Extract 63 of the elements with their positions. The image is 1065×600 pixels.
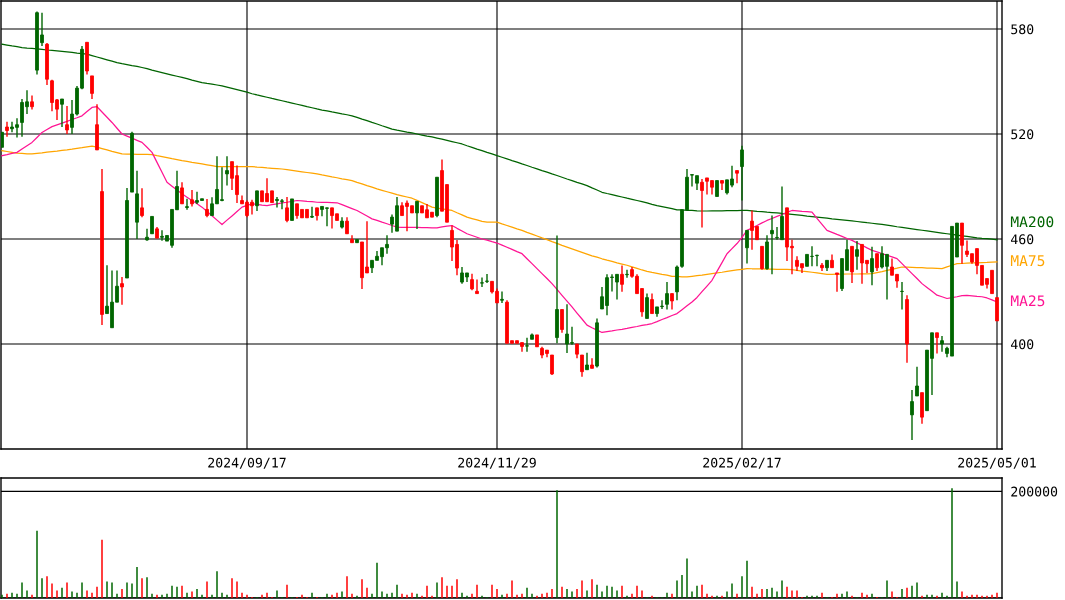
candlestick <box>180 181 184 205</box>
y-tick-label: 400 <box>1010 339 1034 350</box>
candlestick <box>485 273 489 284</box>
line-series <box>1 106 998 334</box>
series-label: MA75 <box>1010 255 1045 267</box>
candlestick <box>745 229 749 265</box>
line-series <box>1 145 998 278</box>
candlestick <box>500 290 504 304</box>
x-tick-label: 2024/11/29 <box>458 457 536 469</box>
x-tick-label: 2025/02/17 <box>703 457 781 469</box>
candlestick <box>645 292 649 320</box>
candlestick <box>940 335 944 353</box>
candlestick <box>185 198 189 211</box>
candlestick <box>415 200 419 230</box>
candlestick <box>120 276 124 306</box>
candlestick <box>960 222 964 265</box>
candlestick <box>60 98 64 128</box>
candlestick <box>815 254 819 267</box>
y-tick-label: 520 <box>1011 129 1034 140</box>
candlestick <box>735 169 739 184</box>
candlestick <box>550 354 554 376</box>
candlestick <box>665 281 669 311</box>
candlestick <box>480 276 484 288</box>
candlestick <box>740 145 744 202</box>
candlestick <box>870 246 874 286</box>
candlestick <box>720 179 724 191</box>
candlestick <box>525 337 529 353</box>
candlestick <box>475 278 479 295</box>
y-tick-label: 460 <box>1010 234 1034 245</box>
candlestick <box>585 352 589 371</box>
candlestick <box>65 105 69 135</box>
y-tick-label: 200000 <box>1011 486 1058 497</box>
y-tick-label: 580 <box>1011 24 1034 35</box>
candlestick <box>560 308 564 334</box>
x-tick-label: 2024/09/17 <box>208 457 286 469</box>
candlestick <box>625 268 629 279</box>
candlestick <box>145 228 149 242</box>
candlestick <box>760 245 764 271</box>
candlestick <box>225 155 229 187</box>
candlestick <box>5 121 9 138</box>
candlestick <box>835 272 839 293</box>
series-label: MA200 <box>1010 216 1054 228</box>
candlestick <box>140 187 144 218</box>
candlestick <box>310 205 314 219</box>
candlestick <box>620 264 624 293</box>
candlestick <box>650 292 654 315</box>
candlestick <box>205 198 209 218</box>
candlestick <box>700 178 704 229</box>
candlestick <box>915 366 919 397</box>
candlestick <box>995 296 999 322</box>
candlestick <box>255 190 259 212</box>
candlestick <box>900 281 904 311</box>
candlestick <box>190 189 194 208</box>
candlestick <box>855 240 859 271</box>
candlestick <box>820 262 824 272</box>
x-tick-label: 2025/05/01 <box>958 457 1036 469</box>
candlestick <box>285 196 289 223</box>
candlestick <box>770 214 774 276</box>
candlestick <box>90 75 94 100</box>
candlestick <box>910 389 914 441</box>
series-label: MA25 <box>1010 295 1045 307</box>
candlestick <box>290 198 294 222</box>
candlestick <box>935 332 939 355</box>
